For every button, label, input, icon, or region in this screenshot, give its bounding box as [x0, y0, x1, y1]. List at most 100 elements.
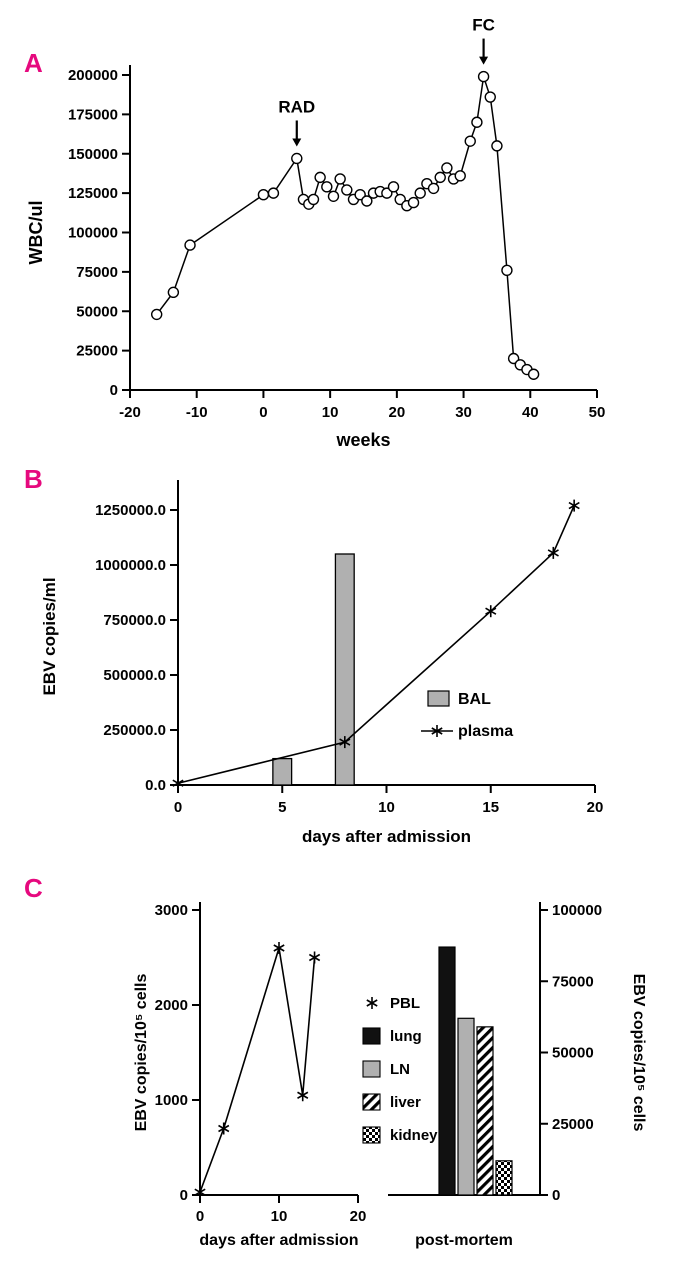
open-circle-marker	[184, 239, 196, 251]
legend-swatch-liver	[362, 1093, 381, 1111]
asterisk-marker	[297, 1089, 309, 1102]
y-tick-label-right: 75000	[552, 973, 594, 990]
open-circle-marker	[307, 193, 320, 206]
y-axis-title-right: EBV copies/10⁵ cells	[630, 974, 647, 1132]
asterisk-marker	[172, 777, 184, 790]
axes-right: 0 25000 50000 75000 100000	[388, 902, 602, 1204]
panel-b: B 0.0 250000.0 500000.0 750000.0 1000000.0 12…	[0, 460, 687, 865]
wbc-series	[150, 70, 540, 380]
y-tick-label-right: 0	[552, 1187, 560, 1204]
x-axis-title: weeks	[335, 430, 390, 450]
asterisk-marker	[308, 951, 321, 964]
panel-c-label: C	[24, 873, 43, 903]
y-tick-label: 150000	[68, 146, 118, 163]
annotation-text-fc: FC	[472, 16, 495, 35]
x-axis-title-left: days after admission	[199, 1232, 358, 1249]
open-circle-marker	[321, 181, 333, 193]
open-circle-marker	[491, 140, 503, 152]
y-tick-label: 125000	[68, 185, 118, 202]
open-circle-marker	[341, 184, 353, 196]
axes: 0 25000 50000 75000 100000 125000 150000 175000…	[68, 65, 605, 421]
x-tick-label: 30	[455, 404, 472, 421]
y-tick-label: 250000.0	[103, 722, 166, 739]
legend-label-lung: lung	[390, 1028, 422, 1045]
panel-c-chart: 0 1000 2000 3000 0 10 20 EBV copies/10⁵ cells da…	[133, 902, 647, 1249]
x-tick-label: 10	[271, 1208, 288, 1225]
y-tick-label: 750000.0	[103, 612, 166, 629]
x-axis-title: days after admission	[302, 827, 471, 846]
x-tick-label: 20	[350, 1208, 367, 1225]
y-axis-title-left: EBV copies/10⁵ cells	[133, 973, 150, 1131]
y-tick-label: 1000	[155, 1092, 188, 1109]
open-circle-marker	[441, 162, 453, 174]
x-tick-label: 20	[587, 799, 604, 816]
open-circle-marker	[407, 196, 420, 209]
legend-label-plasma: plasma	[458, 723, 513, 740]
y-tick-label: 500000.0	[103, 667, 166, 684]
y-tick-label: 25000	[76, 343, 118, 360]
annotation-fc: FC	[472, 16, 495, 65]
asterisk-marker	[485, 605, 497, 618]
arrow-down-icon	[479, 56, 489, 65]
open-circle-marker	[527, 368, 540, 380]
open-circle-marker	[427, 182, 440, 195]
open-circle-marker	[257, 188, 270, 201]
open-circle-marker	[471, 116, 483, 128]
panel-b-chart: 0.0 250000.0 500000.0 750000.0 1000000.0 1250…	[40, 480, 603, 846]
y-tick-label-right: 25000	[552, 1116, 594, 1133]
open-circle-marker	[477, 70, 490, 83]
legend: BAL plasma	[421, 690, 513, 740]
y-tick-label: 0.0	[145, 777, 166, 794]
asterisk-marker	[194, 1186, 206, 1199]
y-tick-label: 0	[110, 382, 118, 399]
panel-c: C 0 1000 2000 3000 0 10 20 EBV copies/10⁵ cells…	[0, 865, 687, 1280]
open-circle-marker	[327, 190, 340, 202]
legend: PBL lung LN liver kidney	[362, 995, 438, 1144]
open-circle-marker	[291, 152, 303, 165]
bar-kidney	[495, 1160, 513, 1196]
y-tick-label-right: 50000	[552, 1045, 594, 1062]
asterisk-marker	[273, 942, 285, 954]
bal-bar	[272, 757, 293, 786]
bar-liver	[476, 1026, 494, 1196]
x-tick-label: 20	[389, 404, 406, 421]
open-circle-marker	[267, 187, 280, 199]
annotation-text-rad: RAD	[278, 97, 315, 116]
open-circle-marker	[484, 91, 496, 103]
y-tick-label: 175000	[68, 106, 118, 123]
legend-swatch-ln	[362, 1060, 381, 1078]
annotation-rad: RAD	[278, 97, 315, 147]
open-circle-marker	[314, 171, 326, 184]
axes: 0.0 250000.0 500000.0 750000.0 1000000.0 1250…	[95, 480, 603, 816]
panel-a-label: A	[24, 48, 43, 78]
asterisk-marker	[366, 997, 378, 1009]
open-circle-marker	[150, 308, 163, 321]
x-tick-label: -10	[186, 404, 208, 421]
legend-label-bal: BAL	[458, 691, 491, 708]
open-circle-marker	[501, 264, 513, 276]
post-mortem-bars	[438, 946, 513, 1196]
pbl-line	[199, 947, 316, 1193]
open-circle-marker	[387, 181, 400, 193]
bal-bar	[334, 553, 355, 786]
asterisk-marker	[339, 736, 351, 749]
x-tick-label: 0	[196, 1208, 204, 1225]
panel-a: A 0 25000 50000 75000 100000 125000 150000 1750…	[0, 0, 687, 460]
y-tick-label: 100000	[68, 225, 118, 242]
y-axis-title: WBC/ul	[26, 201, 46, 265]
panel-a-chart: 0 25000 50000 75000 100000 125000 150000 175000…	[26, 16, 605, 450]
pbl-series	[194, 942, 321, 1199]
asterisk-marker	[568, 499, 580, 512]
y-tick-label: 75000	[76, 264, 118, 281]
y-tick-label: 1000000.0	[95, 557, 166, 574]
x-tick-label: 0	[259, 404, 267, 421]
y-tick-label: 200000	[68, 67, 118, 84]
x-tick-label: 0	[174, 799, 182, 816]
asterisk-marker	[547, 546, 559, 559]
plasma-line	[177, 505, 575, 785]
y-tick-label: 3000	[155, 902, 188, 919]
open-circle-marker	[334, 173, 346, 185]
y-tick-label: 50000	[76, 303, 118, 320]
arrow-down-icon	[292, 138, 302, 147]
open-circle-marker	[454, 170, 466, 182]
